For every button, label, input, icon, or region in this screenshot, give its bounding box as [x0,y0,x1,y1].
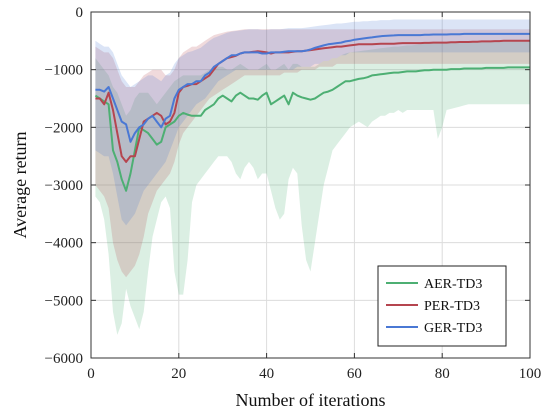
y-tick-label: −2000 [45,120,83,136]
x-tick-label: 80 [435,366,450,382]
legend-label-per: PER-TD3 [424,299,480,314]
legend-label-ger: GER-TD3 [424,321,482,336]
x-tick-label: 40 [259,366,274,382]
series-lines [94,32,530,192]
series-line-per [95,39,530,163]
band-aer [95,40,531,335]
x-tick-label: 60 [347,366,362,382]
y-tick-label: −5000 [45,293,83,309]
y-tick-label: −6000 [45,351,83,367]
axis-ticks: 0 20 40 60 80 100 −6000 −5000 −4000 −3000 −2000 −10… [45,5,542,382]
confidence-bands [95,19,531,335]
series-line-aer [94,66,530,192]
band-ger [95,19,531,226]
legend: AER-TD3 PER-TD3 GER-TD3 [377,265,507,347]
band-per [95,29,531,278]
y-tick-label: −3000 [45,178,83,194]
x-tick-label: 0 [87,366,95,382]
y-tick-label: −1000 [45,63,83,79]
legend-label-aer: AER-TD3 [424,277,482,292]
y-tick-label: −4000 [45,236,83,252]
x-tick-label: 100 [519,366,542,382]
y-tick-label: 0 [76,5,84,21]
x-tick-label: 20 [171,366,186,382]
x-axis-label: Number of iterations [236,390,386,410]
series-line-ger [95,32,530,143]
y-axis-label: Average return [10,131,30,238]
